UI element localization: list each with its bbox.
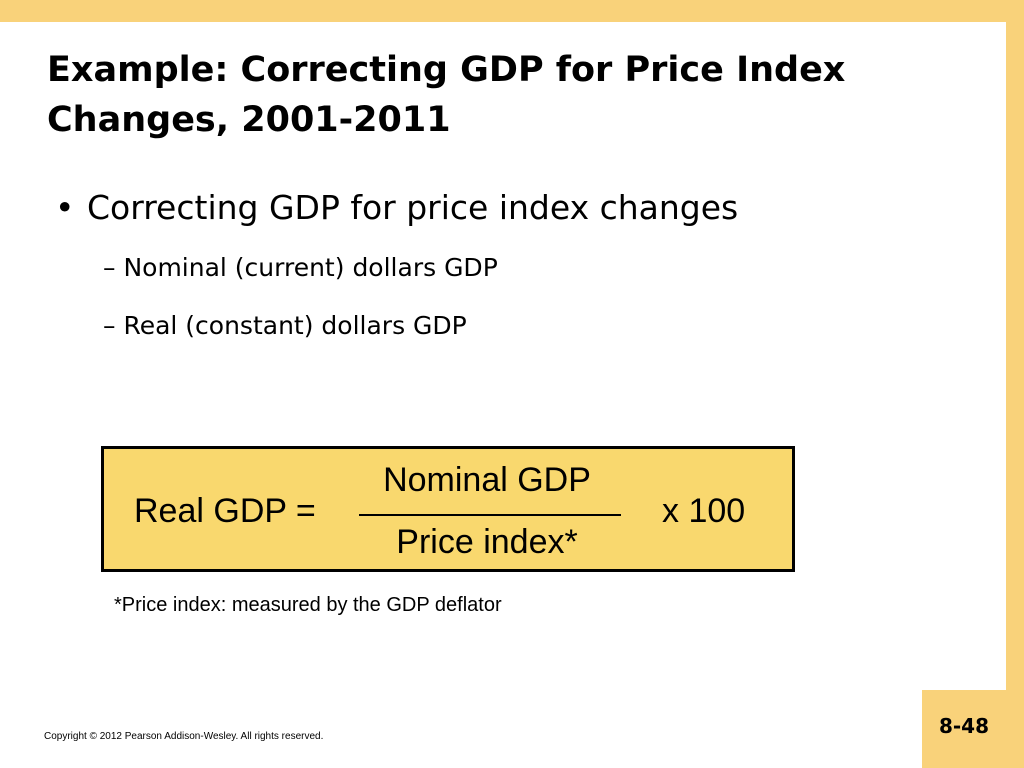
- bullet-text: Correcting GDP for price index changes: [87, 188, 739, 227]
- page-number: 8-48: [938, 714, 990, 738]
- slide-title-line-2: Changes, 2001-2011: [47, 100, 451, 140]
- slide-title-line-1: Example: Correcting GDP for Price Index: [47, 50, 846, 90]
- bullet-list: • Correcting GDP for price index changes …: [55, 186, 738, 343]
- formula-box: Real GDP = Nominal GDP Price index* x 10…: [101, 446, 795, 572]
- sub-bullet-real: – Real (constant) dollars GDP: [103, 311, 467, 340]
- fraction-bar: [359, 514, 621, 516]
- formula-multiplier: x 100: [662, 492, 746, 530]
- page-number-panel: [922, 690, 1024, 768]
- footnote: *Price index: measured by the GDP deflat…: [114, 594, 502, 616]
- bullet-item: • Correcting GDP for price index changes: [55, 186, 738, 230]
- sub-bullet-nominal: – Nominal (current) dollars GDP: [103, 253, 498, 282]
- bullet-dot-icon: •: [55, 188, 75, 227]
- copyright-notice: Copyright © 2012 Pearson Addison-Wesley.…: [44, 731, 324, 742]
- formula-lhs: Real GDP =: [134, 492, 316, 530]
- right-accent-band: [1006, 0, 1024, 768]
- formula-denominator: Price index*: [396, 523, 578, 561]
- formula-numerator: Nominal GDP: [383, 461, 591, 499]
- slide-title: Example: Correcting GDP for Price Index …: [47, 45, 977, 145]
- top-accent-band: [0, 0, 1024, 22]
